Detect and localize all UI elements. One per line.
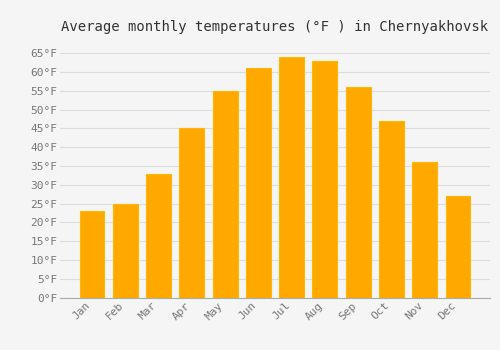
Title: Average monthly temperatures (°F ) in Chernyakhovsk: Average monthly temperatures (°F ) in Ch…	[62, 20, 488, 34]
Bar	[113, 204, 138, 298]
Bar	[346, 87, 370, 298]
Bar	[180, 128, 204, 298]
Bar	[379, 121, 404, 298]
Bar	[446, 196, 470, 298]
Bar	[212, 91, 238, 298]
Bar	[312, 61, 338, 297]
Bar	[146, 174, 171, 298]
Bar	[246, 68, 271, 298]
Bar	[412, 162, 437, 298]
Bar	[80, 211, 104, 298]
Bar	[279, 57, 304, 298]
